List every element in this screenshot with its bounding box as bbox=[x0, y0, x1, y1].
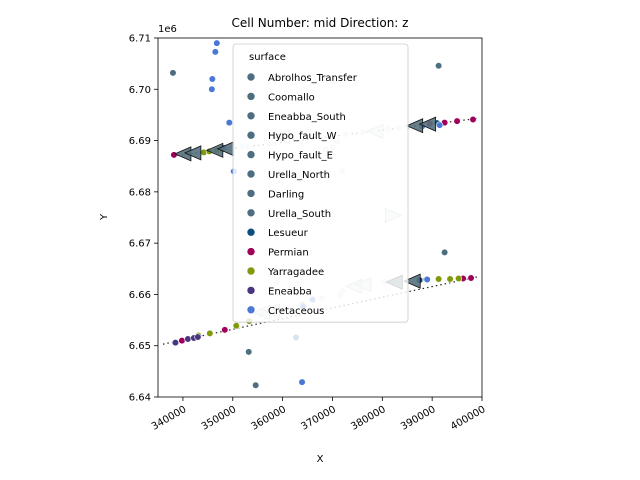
data-point bbox=[169, 69, 177, 77]
x-tick-label: 400000 bbox=[449, 404, 488, 433]
y-tick-label: 6.70 bbox=[129, 85, 151, 96]
data-point bbox=[206, 329, 214, 338]
y-offset-label: 1e6 bbox=[158, 24, 177, 35]
y-tick-label: 6.69 bbox=[129, 136, 151, 147]
data-point bbox=[208, 75, 216, 83]
direction-arrow bbox=[418, 116, 437, 132]
legend-label: Lesueur bbox=[268, 228, 309, 239]
data-point bbox=[194, 333, 202, 341]
x-tick-label: 360000 bbox=[250, 404, 289, 433]
data-point bbox=[232, 322, 240, 330]
legend: surface Abrolhos_Transfer Coomallo Eneabba_… bbox=[232, 43, 409, 323]
x-axis: 340000 350000 360000 370000 380000 390000 4000… bbox=[150, 397, 488, 433]
data-point bbox=[436, 121, 444, 129]
data-point bbox=[211, 48, 219, 56]
legend-label: Permian bbox=[268, 248, 309, 259]
data-point bbox=[252, 381, 260, 389]
data-point bbox=[298, 378, 306, 386]
legend-marker bbox=[246, 130, 256, 140]
legend-marker bbox=[246, 150, 256, 159]
direction-arrow bbox=[405, 118, 424, 134]
legend-marker bbox=[246, 208, 256, 218]
x-tick-label: 380000 bbox=[349, 404, 388, 433]
chart-title: Cell Number: mid Direction: z bbox=[232, 16, 409, 30]
data-point bbox=[446, 275, 454, 283]
data-point bbox=[213, 39, 221, 47]
legend-label: Coomallo bbox=[268, 92, 315, 103]
y-tick-label: 6.67 bbox=[129, 239, 151, 250]
legend-label: Abrolhos_Transfer bbox=[268, 73, 358, 84]
legend-marker bbox=[246, 169, 256, 179]
data-point bbox=[208, 85, 216, 93]
y-axis: 6.64 6.65 6.66 6.67 6.68 6.69 6.70 6.71 bbox=[129, 34, 158, 404]
data-point bbox=[170, 151, 178, 159]
y-axis-label: Y bbox=[99, 213, 110, 221]
legend-marker bbox=[246, 72, 256, 82]
legend-box bbox=[232, 43, 409, 323]
legend-marker bbox=[246, 247, 256, 256]
legend-marker bbox=[246, 266, 256, 276]
legend-label: Eneabba bbox=[268, 286, 312, 297]
data-point bbox=[469, 115, 477, 124]
y-tick-label: 6.64 bbox=[129, 393, 151, 404]
x-tick-label: 350000 bbox=[200, 404, 239, 433]
data-point bbox=[453, 117, 461, 125]
legend-title: surface bbox=[249, 52, 286, 63]
data-point bbox=[184, 335, 192, 343]
y-tick-label: 6.71 bbox=[129, 34, 151, 45]
data-point bbox=[454, 274, 463, 283]
legend-marker bbox=[246, 227, 256, 237]
legend-label: Hypo_fault_W bbox=[268, 131, 337, 142]
legend-marker bbox=[246, 111, 256, 121]
data-point bbox=[178, 336, 186, 345]
legend-marker bbox=[246, 286, 256, 295]
direction-arrow bbox=[183, 145, 202, 161]
plot-frame bbox=[157, 37, 483, 398]
legend-label: Hypo_fault_E bbox=[268, 151, 333, 162]
legend-label: Urella_North bbox=[268, 170, 330, 181]
x-tick-label: 390000 bbox=[399, 404, 438, 433]
data-point bbox=[225, 119, 233, 127]
legend-label: Darling bbox=[268, 189, 304, 200]
x-axis-label: X bbox=[317, 454, 324, 465]
x-tick-label: 370000 bbox=[299, 404, 338, 433]
y-tick-label: 6.66 bbox=[129, 290, 151, 301]
direction-arrow bbox=[403, 273, 421, 289]
legend-marker bbox=[246, 189, 256, 198]
legend-label: Eneabba_South bbox=[268, 112, 346, 123]
data-point bbox=[467, 274, 475, 282]
data-point bbox=[423, 275, 431, 284]
legend-marker bbox=[246, 92, 256, 101]
y-tick-label: 6.68 bbox=[129, 187, 151, 198]
x-tick-label: 340000 bbox=[150, 404, 189, 433]
data-point bbox=[292, 333, 300, 342]
legend-label: Urella_South bbox=[268, 209, 331, 220]
data-point bbox=[435, 275, 443, 283]
data-point bbox=[171, 339, 180, 347]
data-point bbox=[441, 248, 449, 256]
legend-label: Yarragadee bbox=[267, 267, 324, 278]
data-point bbox=[435, 62, 443, 70]
data-point bbox=[221, 326, 229, 334]
data-point bbox=[245, 348, 253, 356]
y-tick-label: 6.65 bbox=[129, 341, 151, 352]
legend-marker bbox=[246, 305, 256, 315]
legend-label: Cretaceous bbox=[268, 306, 324, 317]
